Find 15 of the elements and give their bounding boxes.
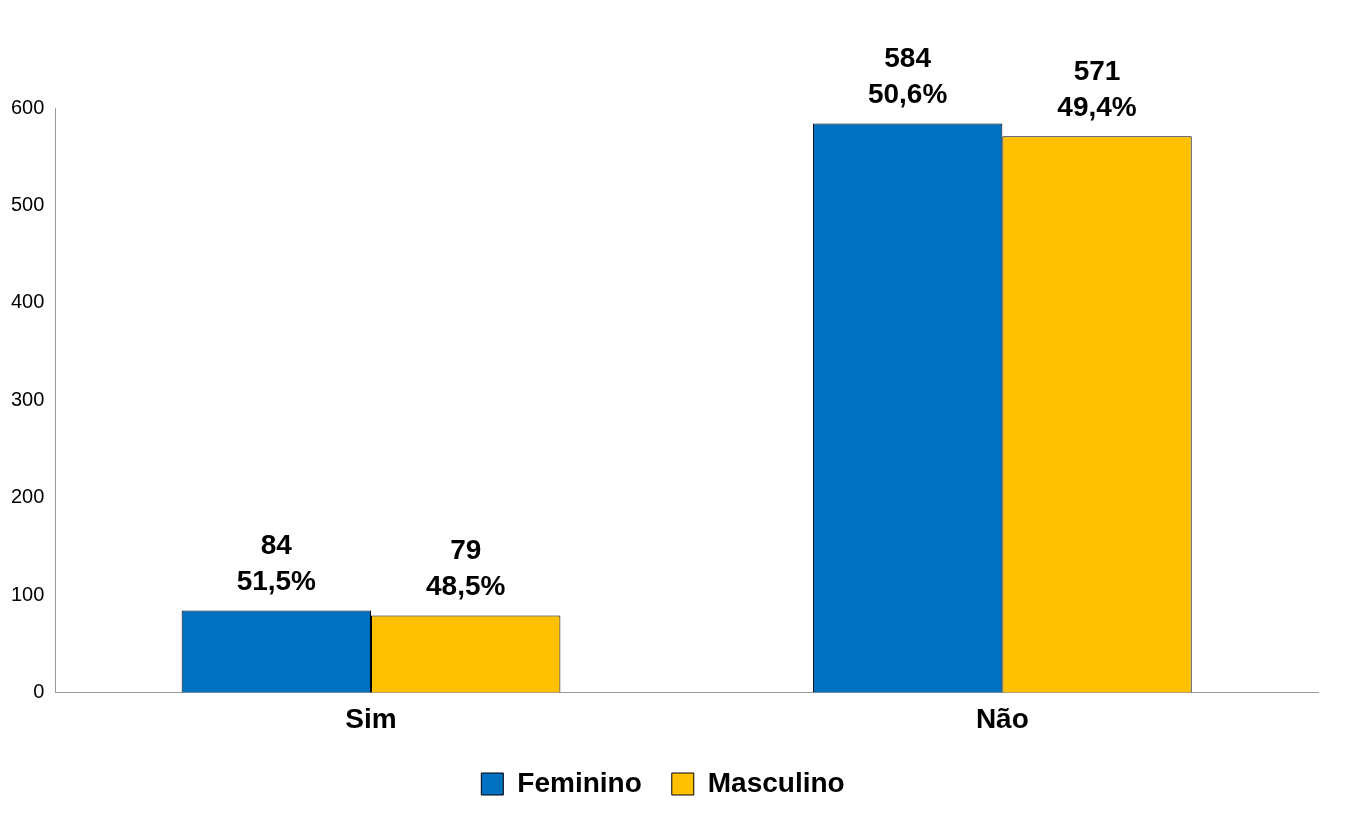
x-tick-label: Não <box>975 702 1029 734</box>
x-tick-label: Sim <box>345 702 397 734</box>
y-tick-label: 100 <box>10 582 45 605</box>
y-tick-label: 500 <box>10 192 45 215</box>
y-tick-label: 200 <box>10 485 45 508</box>
y-tick-label: 300 <box>10 387 45 410</box>
data-label: 584 50,6% <box>867 42 948 110</box>
data-label: 79 48,5% <box>426 534 506 602</box>
data-label: 571 49,4% <box>1057 54 1137 122</box>
y-tick-label: 600 <box>10 95 45 118</box>
legend-label: Feminino <box>517 766 642 798</box>
data-label: 84 51,5% <box>236 529 317 597</box>
legend-label: Masculino <box>707 766 845 798</box>
y-tick-label: 400 <box>10 290 45 313</box>
y-tick-label: 0 <box>33 679 45 702</box>
